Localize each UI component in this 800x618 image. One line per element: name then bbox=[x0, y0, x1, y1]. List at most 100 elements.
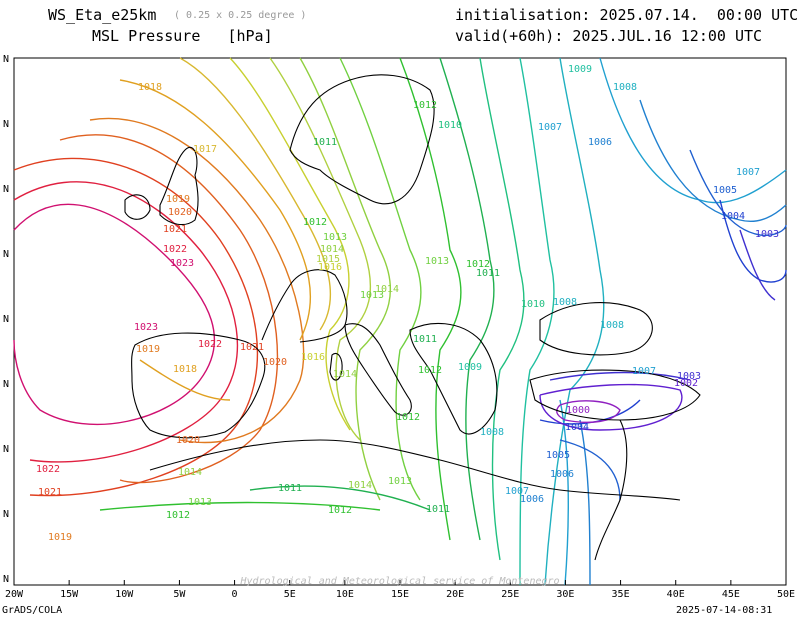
isobar-label-1021: 1021 bbox=[38, 487, 62, 498]
isobar-label-1007: 1007 bbox=[505, 486, 529, 497]
isobar-label-1006: 1006 bbox=[550, 469, 574, 480]
isobar-label-1011: 1011 bbox=[278, 483, 302, 494]
isobar-1021 bbox=[13, 157, 259, 497]
isobar-label-1013: 1013 bbox=[425, 256, 449, 267]
model-name: WS_Eta_e25km bbox=[48, 6, 157, 24]
coast-sardinia bbox=[329, 352, 343, 381]
isobar-label-1020: 1020 bbox=[176, 435, 200, 446]
isobar-label-1014: 1014 bbox=[320, 244, 344, 255]
isobar-label-1014: 1014 bbox=[333, 369, 357, 380]
isobar-1010 bbox=[479, 57, 525, 561]
isobar-1000 bbox=[556, 400, 621, 423]
init-time: initialisation: 2025.07.14. 00:00 UTC bbox=[455, 6, 799, 24]
isobar-label-1012: 1012 bbox=[413, 100, 437, 111]
isobar-1016 bbox=[229, 57, 351, 431]
isobar-label-1006: 1006 bbox=[520, 494, 544, 505]
footer-right: 2025-07-14-08:31 bbox=[676, 605, 773, 616]
isobar-label-1012: 1012 bbox=[328, 505, 352, 516]
isobar-label-1022: 1022 bbox=[163, 244, 187, 255]
isobar-1022 bbox=[13, 181, 239, 463]
isobar-label-1020: 1020 bbox=[168, 207, 192, 218]
lat-tick-label: N bbox=[3, 509, 9, 520]
lon-tick-label: 20W bbox=[5, 589, 24, 600]
isobar-label-1007: 1007 bbox=[736, 167, 760, 178]
isobar-1015 bbox=[269, 57, 372, 441]
lon-tick-label: 25E bbox=[501, 589, 519, 600]
lon-tick-label: 35E bbox=[612, 589, 630, 600]
isobar-label-1003: 1003 bbox=[755, 229, 779, 240]
coast-iberia bbox=[131, 332, 266, 439]
lon-tick-label: 15W bbox=[60, 589, 79, 600]
isobar-1019 bbox=[89, 117, 305, 444]
isobar-label-1004: 1004 bbox=[721, 211, 745, 222]
isobar-label-1008: 1008 bbox=[553, 297, 577, 308]
isobar-label-1013: 1013 bbox=[388, 476, 412, 487]
isobar-label-1008: 1008 bbox=[480, 427, 504, 438]
isobar-1008 bbox=[544, 57, 605, 586]
isobar-label-1021: 1021 bbox=[240, 342, 264, 353]
isobar-label-1021: 1021 bbox=[163, 224, 187, 235]
isobar-label-1005: 1005 bbox=[546, 450, 570, 461]
isobar-label-1019: 1019 bbox=[136, 344, 160, 355]
lat-tick-label: N bbox=[3, 184, 9, 195]
lon-tick-label: 20E bbox=[446, 589, 464, 600]
lat-tick-label: N bbox=[3, 119, 9, 130]
isobar-label-1016: 1016 bbox=[318, 262, 342, 273]
isobar-1003 bbox=[549, 229, 776, 381]
lon-tick-label: 30E bbox=[556, 589, 574, 600]
lon-tick-label: 50E bbox=[777, 589, 795, 600]
coast-scandinavia bbox=[289, 74, 435, 205]
isobar-label-1012: 1012 bbox=[466, 259, 490, 270]
coast-britain bbox=[124, 147, 199, 226]
isobar-label-1019: 1019 bbox=[48, 532, 72, 543]
isobar-label-1000: 1000 bbox=[566, 405, 590, 416]
isobar-label-1011: 1011 bbox=[476, 268, 500, 279]
isobar-label-1019: 1019 bbox=[166, 194, 190, 205]
isobar-label-1012: 1012 bbox=[396, 412, 420, 423]
isobar-label-1009: 1009 bbox=[458, 362, 482, 373]
lat-tick-label: N bbox=[3, 249, 9, 260]
isobar-label-1007: 1007 bbox=[632, 366, 656, 377]
coastlines bbox=[124, 74, 701, 561]
lat-tick-label: N bbox=[3, 314, 9, 325]
latitude-tick-labels: N N N N N N N N N bbox=[3, 54, 9, 585]
coast-italy bbox=[344, 323, 412, 416]
isobar-label-1012: 1012 bbox=[303, 217, 327, 228]
lat-tick-label: N bbox=[3, 574, 9, 585]
isobar-label-1005: 1005 bbox=[713, 185, 737, 196]
coast-anatolia bbox=[529, 369, 701, 421]
isobar-1012 bbox=[99, 57, 462, 541]
lat-tick-label: N bbox=[3, 444, 9, 455]
isobar-label-1023: 1023 bbox=[134, 322, 158, 333]
isobar-label-1022: 1022 bbox=[198, 339, 222, 350]
valid-time: valid(+60h): 2025.JUL.16 12:00 UTC bbox=[455, 27, 763, 45]
isobar-label-1004: 1004 bbox=[565, 422, 589, 433]
isobar-label-1007: 1007 bbox=[538, 122, 562, 133]
isobar-label-1013: 1013 bbox=[188, 497, 212, 508]
isobar-label-1011: 1011 bbox=[413, 334, 437, 345]
isobar-label-1014: 1014 bbox=[178, 467, 202, 478]
isobar-label-1013: 1013 bbox=[323, 232, 347, 243]
isobar-1005 bbox=[559, 149, 787, 501]
isobar-1020 bbox=[59, 134, 279, 484]
isobar-label-1011: 1011 bbox=[426, 504, 450, 515]
isobar-1009 bbox=[519, 57, 555, 586]
isobar-label-1010: 1010 bbox=[521, 299, 545, 310]
field-title: MSL Pressure [hPa] bbox=[92, 27, 273, 45]
isobar-label-1016: 1016 bbox=[301, 352, 325, 363]
isobar-1013 bbox=[339, 57, 422, 501]
isobar-label-1011: 1011 bbox=[313, 137, 337, 148]
isobar-1023 bbox=[13, 203, 216, 426]
isobar-lines bbox=[13, 57, 787, 586]
isobar-label-1006: 1006 bbox=[588, 137, 612, 148]
isobar-1006 bbox=[579, 99, 787, 586]
lon-tick-label: 15E bbox=[391, 589, 409, 600]
isobar-label-1008: 1008 bbox=[613, 82, 637, 93]
isobar-label-1018: 1018 bbox=[173, 364, 197, 375]
lon-tick-label: 10W bbox=[115, 589, 134, 600]
isobar-label-1017: 1017 bbox=[193, 144, 217, 155]
lon-tick-label: 10E bbox=[336, 589, 354, 600]
lon-tick-label: 0 bbox=[232, 589, 238, 600]
lon-tick-label: 45E bbox=[722, 589, 740, 600]
